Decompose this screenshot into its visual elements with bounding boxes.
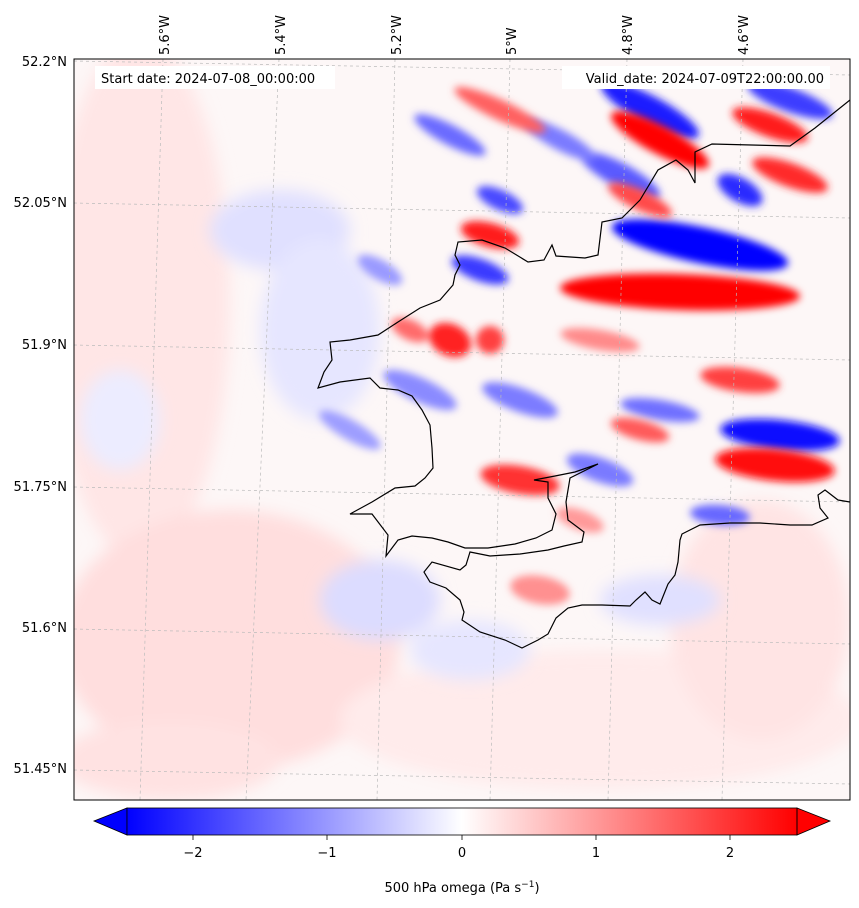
lon-label-5.2w: 5.2°W [390,15,405,55]
descent-bands [391,87,835,605]
valid-date-box: Valid_date: 2024-07-09T22:00:00.00 [562,66,830,89]
gridlines [74,59,850,800]
colorbar-high-extension [796,807,832,836]
lon-label-5.6w: 5.6°W [158,15,173,55]
omega-field [74,59,850,800]
colorbar: −2 −1 0 1 2 500 hPa omega (Pa s−1) [92,807,832,896]
start-date-box: Start date: 2024-07-08_00:00:00 [95,66,335,89]
longitude-labels: 5.6°W 5.4°W 5.2°W 5°W 4.8°W 4.6°W [158,15,752,55]
start-date-text: Start date: 2024-07-08_00:00:00 [101,72,315,87]
colorbar-gradient [127,808,797,835]
map-panel: Start date: 2024-07-08_00:00:00 Valid_da… [73,58,851,801]
colorbar-label: 500 hPa omega (Pa s−1) [384,880,539,896]
lat-label-51.45n: 51.45°N [14,762,67,777]
weak-negative-areas [80,190,720,680]
ascent-bands [319,80,840,526]
colorbar-low-extension [92,807,128,836]
colorbar-tick-label: −1 [317,846,336,861]
colorbar-tick-label: 2 [726,846,734,861]
colorbar-tick-label: 0 [458,846,466,861]
lon-label-4.8w: 4.8°W [621,15,636,55]
map-frame [73,58,851,801]
lat-label-51.6n: 51.6°N [22,621,67,636]
lat-label-52.2n: 52.2°N [22,55,67,70]
valid-date-text: Valid_date: 2024-07-09T22:00:00.00 [586,72,824,87]
lon-label-5w: 5°W [505,27,520,55]
latitude-labels: 52.2°N 52.05°N 51.9°N 51.75°N 51.6°N 51.… [14,55,67,777]
colorbar-tick-label: 1 [592,846,600,861]
coastline-wales [317,99,850,649]
lon-label-5.4w: 5.4°W [274,15,289,55]
colorbar-tick-label: −2 [183,846,202,861]
colorbar-ticks [192,835,731,840]
lon-label-4.6w: 4.6°W [737,15,752,55]
lat-label-51.9n: 51.9°N [22,338,67,353]
lat-label-52.05n: 52.05°N [14,196,67,211]
lat-label-51.75n: 51.75°N [14,480,67,495]
